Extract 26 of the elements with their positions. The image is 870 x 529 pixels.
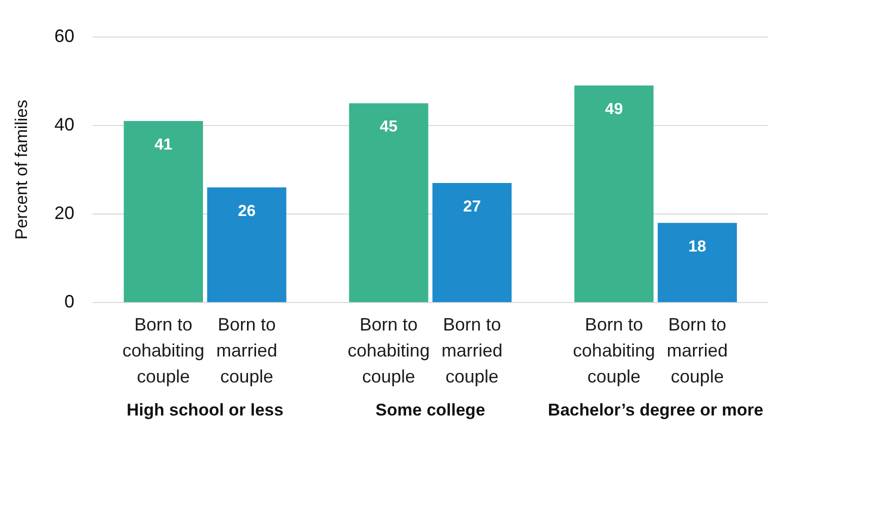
bar: [207, 187, 286, 302]
series-label: Born to married couple: [216, 314, 278, 387]
data-label: 45: [380, 118, 398, 136]
y-tick-label: 40: [54, 114, 74, 134]
data-label: 27: [463, 198, 482, 216]
bar: [574, 86, 654, 302]
x-tick-label: High school or less: [126, 400, 284, 420]
bar: [349, 103, 428, 302]
x-tick-label: Bachelor’s degree or more: [548, 400, 764, 420]
bar: [432, 182, 512, 302]
bar: [124, 120, 203, 302]
bar: [658, 222, 737, 302]
y-axis-title: Percent of families: [12, 100, 31, 240]
data-label: 26: [238, 202, 256, 220]
y-tick-label: 60: [54, 26, 74, 46]
y-tick-label: 20: [54, 202, 74, 223]
data-label: 18: [688, 238, 706, 256]
text: Born to cohabiting couple: [572, 314, 655, 387]
series-label: Born to cohabiting couple: [348, 314, 430, 387]
data-label: 41: [154, 136, 172, 154]
x-tick-label: Some college: [376, 400, 486, 420]
text: Born to married couple: [442, 314, 503, 387]
text: Born to married couple: [666, 314, 728, 387]
data-label: 49: [605, 100, 623, 118]
y-tick-label: 0: [64, 292, 74, 312]
text: Born to cohabiting couple: [122, 314, 204, 387]
